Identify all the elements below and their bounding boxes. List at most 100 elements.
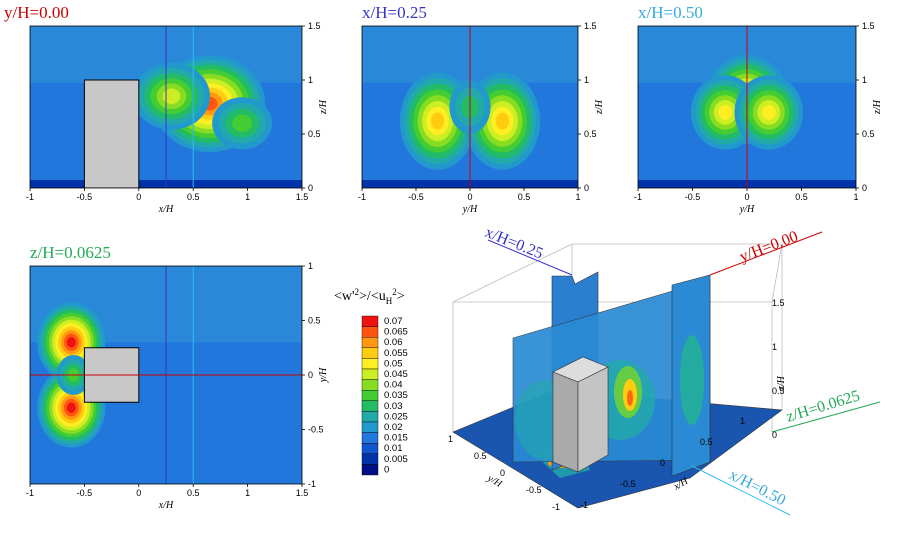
contour-level [232,114,253,132]
legend-label: 0.045 [384,369,408,380]
tag-x050: x/H=0.50 [691,465,791,516]
y-tick-label: 0 [308,370,313,380]
panel-title-x050: x/H=0.50 [638,3,703,22]
y-tick-label: 0 [862,183,867,193]
axis-3d-x-tick: -0.5 [620,479,636,489]
panel-title-z0625: z/H=0.0625 [30,243,111,262]
legend-swatch [361,443,379,455]
obstacle [83,79,140,188]
y-tick-label: 0.5 [862,129,875,139]
x-tick-label: 1.5 [296,488,309,498]
legend-swatch [361,464,379,476]
y-axis-label: z/H [318,99,329,115]
legend-title: <w'2>/<uH2> [334,287,405,306]
contour-level [761,104,776,120]
y-tick-label: 1.5 [862,21,875,31]
svg-text:z/H=0.0625: z/H=0.0625 [784,387,862,426]
axis-3d-x-tick: 0.5 [700,437,713,447]
axis-3d-y-tick: -0.5 [526,485,542,495]
legend-swatch [361,390,379,402]
x-tick-label: -1 [634,192,642,202]
y-tick-label: -0.5 [308,425,324,435]
x-tick-label: -0.5 [77,192,93,202]
x-tick-label: 1 [575,192,580,202]
y-tick-label: 1 [584,75,589,85]
axis-3d-z-tick: 0.5 [772,386,785,396]
x-tick-label: 1 [245,192,250,202]
x-tick-label: 1 [245,488,250,498]
contour-level [718,104,733,120]
x-tick-label: -0.5 [685,192,701,202]
y-tick-label: -1 [308,479,316,489]
legend-swatch [361,421,379,433]
legend-label: 0.06 [384,337,403,348]
legend-swatch [361,337,379,349]
x-tick-label: -1 [358,192,366,202]
svg-text:y/H=0.00: y/H=0.00 [737,228,800,266]
x-tick-label: 0 [467,192,472,202]
x-tick-label: 1 [853,192,858,202]
legend-swatch [361,379,379,391]
x-axis-label: x/H [158,500,174,511]
legend-swatch [361,326,379,338]
obstacle-3d [552,356,609,473]
legend-label: 0.04 [384,380,403,391]
x-tick-label: -0.5 [77,488,93,498]
legend-swatch [361,411,379,423]
svg-text:x/H=0.25: x/H=0.25 [483,224,546,263]
x-tick-label: 0.5 [187,488,200,498]
contour-plot-y0: -1 -0.5 0 0.5 1 1.500.511.5x/Hz/H [26,21,329,215]
legend-swatch [361,347,379,359]
axis-3d-y-tick: 0 [500,468,505,478]
legend-label: 0.02 [384,422,403,433]
tag-z0625: z/H=0.0625 [771,387,881,433]
x-tick-label: 1.5 [296,192,309,202]
y-tick-label: 0 [308,183,313,193]
y-tick-label: 0.5 [584,129,597,139]
y-tick-label: 1 [308,261,313,271]
axis-3d-y-tick: -1 [552,502,560,512]
x-tick-label: -1 [26,192,34,202]
x-tick-label: 0 [136,192,141,202]
axis-3d-x-tick: 0 [660,458,665,468]
y-tick-label: 1 [308,75,313,85]
contour-plot-z0625: -1 -0.5 0 0.5 1 1.5-1-0.500.51x/Hy/H [26,261,329,511]
x-axis-label: y/H [739,204,755,215]
x-tick-label: 0 [744,192,749,202]
y-tick-label: 1.5 [584,21,597,31]
x-axis-label: y/H [462,204,478,215]
legend-label: 0.065 [384,327,408,338]
axis-3d-x-tick: 1 [740,416,745,426]
axis-3d-z-label: z/H [776,375,787,391]
axis-3d-y-tick: 1 [448,434,453,444]
legend-swatch [361,453,379,465]
x-tick-label: 0.5 [187,192,200,202]
contour-level [162,88,181,104]
legend-label: 0.07 [384,316,403,327]
axis-3d-z-tick: 0 [772,430,777,440]
x-tick-label: -0.5 [408,192,424,202]
axes-3d: -1 -0.5 0 0.5 1 1 0.5 0 -0.5 -1 0 0.5 1 1.5 [448,298,785,512]
x-tick-label: 0 [136,488,141,498]
legend-swatch [361,432,379,444]
y-axis-label: z/H [594,99,605,115]
contour-level [66,337,76,348]
tag-x025: x/H=0.25 [483,224,573,276]
panel-title-y0: y/H=0.00 [4,3,69,22]
legend-label: 0.015 [384,433,408,444]
view-3d: y/H=0.00 x/H=0.25 x/H=0.50 z/H=0.0625 -1… [448,224,881,516]
legend-label: 0.025 [384,411,408,422]
legend-swatch [361,315,379,327]
contour-plot-x050: -1 -0.5 0 0.5 100.511.5y/Hz/H [634,21,883,215]
legend-label: 0.055 [384,348,408,359]
y-tick-label: 0.5 [308,316,321,326]
y-tick-label: 1 [862,75,867,85]
legend-label: 0.01 [384,443,403,454]
plot-frame [29,25,303,189]
contour-level [495,112,510,130]
color-legend: 0.070.0650.060.0550.050.0450.040.0350.03… [361,315,408,476]
y-tick-label: 0 [584,183,589,193]
axis-3d-x-tick: -1 [580,500,588,510]
x-tick-label: -1 [26,488,34,498]
